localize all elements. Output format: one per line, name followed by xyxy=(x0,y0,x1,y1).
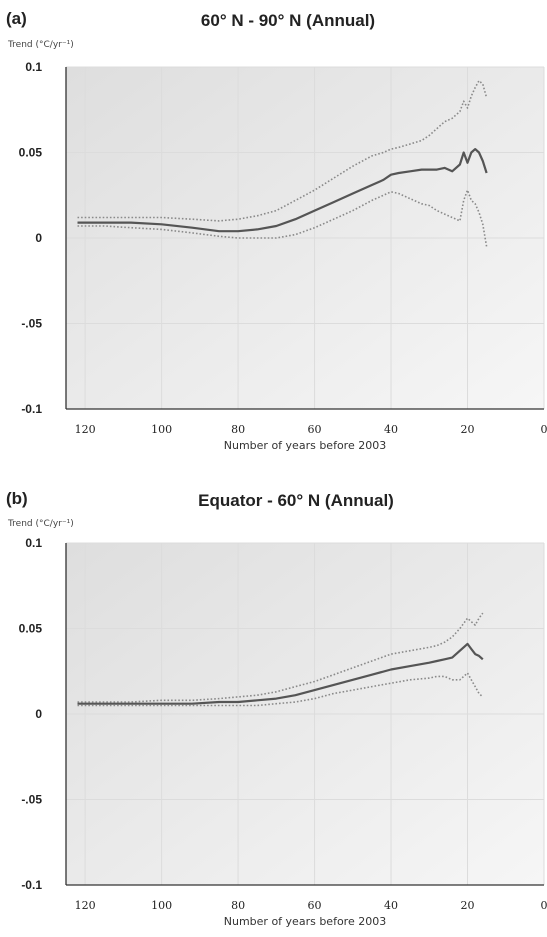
x-tick-label: 100 xyxy=(151,899,172,912)
panel-label: (b) xyxy=(6,489,28,508)
series-lines xyxy=(77,79,488,247)
tick-labels: 0.1 0.05 0 -.05 -0.1 120 100 80 60 40 20 0 xyxy=(19,536,547,912)
x-tick-label: 80 xyxy=(231,423,245,436)
y-tick-label: 0.05 xyxy=(19,622,43,636)
x-tick-label: 80 xyxy=(231,899,245,912)
y-axis-label: Trend (°C/yr⁻¹) xyxy=(7,519,74,529)
series-line-upper-bound xyxy=(77,612,484,703)
y-tick-label: 0 xyxy=(35,707,42,721)
y-axis-label: Trend (°C/yr⁻¹) xyxy=(7,40,74,50)
x-tick-label: 60 xyxy=(308,899,322,912)
y-tick-label: 0.1 xyxy=(25,536,42,550)
y-tick-label: -0.1 xyxy=(21,402,42,416)
x-tick-label: 40 xyxy=(384,423,398,436)
y-tick-label: 0 xyxy=(35,231,42,245)
y-tick-label: -.05 xyxy=(21,793,42,807)
y-tick-label: 0.05 xyxy=(19,146,43,160)
series-line-upper-bound xyxy=(77,79,488,222)
axes xyxy=(65,543,544,886)
x-tick-label: 40 xyxy=(384,899,398,912)
x-axis-label: Number of years before 2003 xyxy=(224,439,386,452)
x-tick-label: 60 xyxy=(308,423,322,436)
series-line-trend xyxy=(77,148,488,233)
y-tick-label: -.05 xyxy=(21,317,42,331)
x-tick-label: 100 xyxy=(151,423,172,436)
y-tick-label: 0.1 xyxy=(25,60,42,74)
axes xyxy=(65,67,544,410)
chart-title: 60° N - 90° N (Annual) xyxy=(201,11,375,30)
y-tick-label: -0.1 xyxy=(21,878,42,892)
x-tick-label: 0 xyxy=(541,423,547,436)
x-tick-label: 0 xyxy=(541,899,547,912)
panel-label: (a) xyxy=(6,9,27,28)
x-tick-label: 20 xyxy=(461,899,475,912)
chart-title: Equator - 60° N (Annual) xyxy=(198,491,394,510)
grid xyxy=(66,66,545,410)
panel-b: (b) Equator - 60° N (Annual) Trend (°C/y… xyxy=(6,489,547,928)
x-axis-label: Number of years before 2003 xyxy=(224,915,386,928)
x-tick-label: 120 xyxy=(75,423,96,436)
x-tick-label: 120 xyxy=(75,899,96,912)
series-line-lower-bound xyxy=(77,672,484,707)
series-line-trend xyxy=(77,642,484,705)
tick-labels: 0.1 0.05 0 -.05 -0.1 120 100 80 60 40 20 0 xyxy=(19,60,547,436)
panel-a: (a) 60° N - 90° N (Annual) Trend (°C/yr⁻… xyxy=(6,9,547,452)
x-tick-label: 20 xyxy=(461,423,475,436)
series-lines xyxy=(77,612,484,707)
